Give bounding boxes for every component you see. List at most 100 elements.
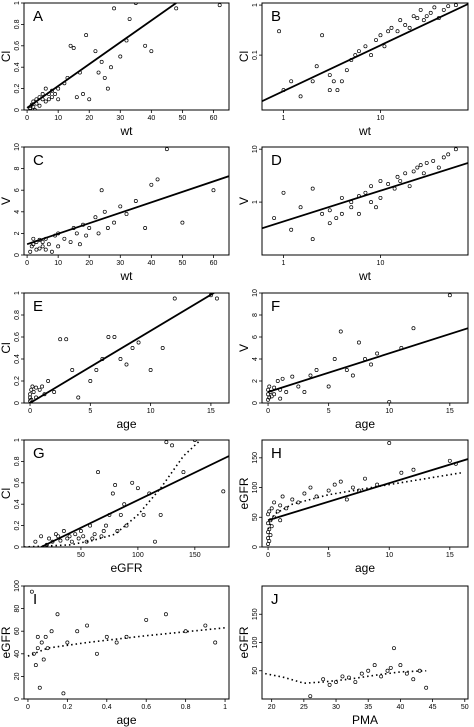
- data-point: [46, 379, 51, 383]
- data-point: [99, 534, 104, 539]
- data-point: [133, 3, 138, 5]
- data-point: [143, 226, 148, 230]
- y-axis-title: eGFR: [0, 626, 13, 658]
- data-point: [52, 390, 57, 394]
- data-point: [164, 147, 169, 152]
- x-tick-label: 0: [26, 704, 30, 711]
- data-point: [124, 523, 129, 528]
- data-point: [37, 103, 42, 108]
- data-point: [118, 204, 123, 209]
- data-point: [314, 64, 319, 69]
- data-point: [321, 677, 326, 682]
- data-point: [284, 506, 289, 511]
- y-tick-label: 0: [14, 253, 21, 257]
- data-point: [386, 29, 391, 34]
- data-point: [149, 182, 154, 187]
- data-point: [398, 18, 403, 23]
- data-point: [40, 244, 45, 249]
- data-point: [31, 236, 36, 241]
- data-point: [112, 335, 117, 339]
- panel-label: C: [33, 152, 44, 169]
- y-tick-label: 50: [252, 667, 259, 675]
- data-point: [363, 44, 368, 49]
- panel-label: B: [271, 8, 281, 25]
- data-point: [155, 177, 160, 182]
- panel-c: 0 10 20 30 40 50 60 0 2 4 6 8 10 Cwt V: [0, 143, 230, 283]
- data-point: [446, 152, 451, 157]
- x-tick-label: 35: [364, 704, 372, 711]
- y-tick-label: 6: [14, 188, 21, 192]
- data-point: [331, 79, 336, 84]
- data-point: [133, 199, 138, 203]
- y-tick-label: 8: [252, 313, 259, 317]
- x-tick-label: 50: [179, 260, 187, 267]
- data-point: [94, 368, 99, 372]
- y-tick-label: 0.2: [14, 376, 21, 386]
- data-point: [398, 663, 403, 668]
- y-tick-label: 10: [252, 145, 259, 153]
- data-point: [453, 147, 458, 152]
- data-point: [411, 169, 416, 174]
- plot-frame: [23, 2, 230, 111]
- data-point: [130, 346, 135, 350]
- x-tick-label: 45: [429, 704, 437, 711]
- data-point: [33, 663, 38, 668]
- x-axis-title: eGFR: [110, 561, 142, 575]
- y-tick-label: 4: [14, 210, 21, 214]
- y-tick-label: 10: [252, 289, 259, 297]
- data-point: [403, 23, 408, 27]
- y-tick-label: 4: [252, 357, 259, 361]
- data-point: [326, 384, 331, 389]
- regression-line: [26, 175, 229, 246]
- data-point: [359, 671, 364, 676]
- data-point: [30, 384, 35, 389]
- data-point: [118, 512, 123, 517]
- data-point: [50, 95, 54, 100]
- x-tick-label: 0.4: [102, 704, 112, 711]
- data-point: [302, 390, 307, 394]
- data-point: [172, 296, 177, 301]
- data-point: [67, 534, 72, 539]
- y-tick-label: 40: [14, 650, 21, 658]
- data-point: [269, 506, 274, 511]
- data-point: [266, 521, 271, 526]
- data-point: [53, 91, 58, 96]
- data-point: [61, 529, 66, 533]
- data-point: [395, 29, 400, 34]
- data-point: [372, 663, 377, 668]
- data-point: [310, 237, 315, 242]
- data-point: [281, 190, 286, 195]
- x-tick-label: 20: [85, 115, 93, 122]
- data-point: [415, 16, 420, 21]
- x-tick-label: 10: [377, 115, 385, 122]
- plot-frame: [261, 146, 469, 256]
- data-point: [424, 160, 429, 165]
- y-tick-label: 2: [252, 379, 259, 383]
- data-point: [87, 226, 92, 230]
- data-point: [106, 335, 111, 339]
- data-point: [65, 640, 70, 645]
- data-point: [349, 205, 354, 210]
- y-tick-label: 0.4: [14, 499, 21, 509]
- data-point: [278, 518, 283, 523]
- data-point: [62, 236, 67, 241]
- data-point: [320, 211, 325, 216]
- data-point: [47, 536, 52, 541]
- panel-d: 1 10 1 10 Dwt V: [237, 145, 469, 283]
- data-point: [124, 634, 129, 639]
- data-point: [75, 629, 80, 634]
- data-point: [113, 482, 118, 487]
- data-point: [58, 337, 63, 342]
- data-point: [344, 368, 349, 372]
- x-axis-title: age: [116, 713, 136, 727]
- data-point: [332, 357, 337, 361]
- data-point: [130, 480, 135, 485]
- data-point: [404, 671, 409, 676]
- x-tick-label: 150: [189, 552, 201, 559]
- data-point: [353, 680, 358, 685]
- data-point: [403, 171, 408, 176]
- y-tick-label: 8: [14, 167, 21, 171]
- data-point: [94, 651, 99, 656]
- y-axis-title: Cl: [0, 51, 13, 62]
